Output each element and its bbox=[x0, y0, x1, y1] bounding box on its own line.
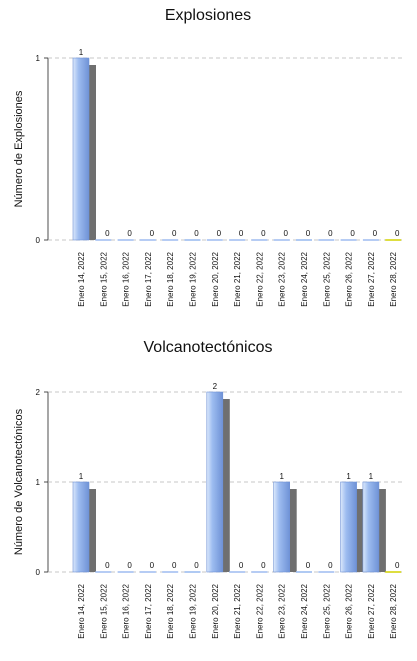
bar-value-label: 0 bbox=[150, 229, 155, 238]
x-tick-label: Enero 20, 2022 bbox=[211, 251, 220, 306]
bar bbox=[72, 57, 90, 241]
x-tick-label: Enero 24, 2022 bbox=[300, 251, 309, 306]
volcanotectonicos-panel: Volcanotectónicos Número de Volcanotectón… bbox=[13, 339, 404, 639]
bar-shadow bbox=[377, 489, 386, 572]
bar-value-label: 0 bbox=[127, 561, 132, 570]
y-tick-label: 0 bbox=[36, 236, 41, 245]
bar-shadow bbox=[288, 489, 297, 572]
bar-value-label: 1 bbox=[79, 48, 84, 57]
bar-value-label: 0 bbox=[217, 229, 222, 238]
x-tick-label: Enero 23, 2022 bbox=[278, 251, 287, 306]
x-tick-label: Enero 24, 2022 bbox=[300, 583, 309, 638]
x-tick-label: Enero 26, 2022 bbox=[345, 583, 354, 638]
x-tick-label: Enero 14, 2022 bbox=[77, 583, 86, 638]
y-tick-label: 1 bbox=[36, 478, 41, 487]
x-tick-label: Enero 27, 2022 bbox=[367, 583, 376, 638]
bar-value-label: 0 bbox=[127, 229, 132, 238]
bar-value-label: 0 bbox=[395, 229, 400, 238]
bar-shadow bbox=[88, 65, 96, 240]
bar-value-label: 0 bbox=[239, 561, 244, 570]
bar-value-label: 0 bbox=[172, 561, 177, 570]
x-tick-label: Enero 18, 2022 bbox=[166, 251, 175, 306]
x-tick-label: Enero 28, 2022 bbox=[389, 583, 398, 638]
bar-value-label: 0 bbox=[306, 229, 311, 238]
x-tick-label: Enero 17, 2022 bbox=[144, 583, 153, 638]
y-axis-label: Número de Explosiones bbox=[13, 90, 25, 207]
x-tick-label: Enero 15, 2022 bbox=[99, 583, 108, 638]
x-tick-label: Enero 16, 2022 bbox=[122, 583, 131, 638]
x-tick-label: Enero 20, 2022 bbox=[211, 583, 220, 638]
x-tick-label: Enero 15, 2022 bbox=[99, 251, 108, 306]
bar bbox=[72, 481, 90, 573]
bar-value-label: 0 bbox=[105, 561, 110, 570]
x-tick-label: Enero 22, 2022 bbox=[255, 251, 264, 306]
y-tick-label: 1 bbox=[36, 54, 41, 63]
x-tick-label: Enero 21, 2022 bbox=[233, 251, 242, 306]
bar-shadow bbox=[355, 489, 364, 572]
chart-title: Volcanotectónicos bbox=[144, 339, 273, 356]
bar bbox=[273, 481, 291, 573]
x-tick-label: Enero 22, 2022 bbox=[255, 583, 264, 638]
x-tick-label: Enero 14, 2022 bbox=[77, 251, 86, 306]
bar-shadow bbox=[221, 399, 230, 572]
y-tick-label: 0 bbox=[36, 568, 41, 577]
bar-shadow bbox=[88, 489, 96, 572]
x-tick-label: Enero 18, 2022 bbox=[166, 583, 175, 638]
y-axis-label: Número de Volcanotectónicos bbox=[13, 408, 25, 555]
bar bbox=[362, 481, 380, 573]
bar-value-label: 1 bbox=[279, 472, 284, 481]
bar-value-label: 0 bbox=[239, 229, 244, 238]
x-tick-label: Enero 27, 2022 bbox=[367, 251, 376, 306]
y-tick-label: 2 bbox=[36, 388, 41, 397]
bar-value-label: 0 bbox=[194, 229, 199, 238]
x-tick-label: Enero 21, 2022 bbox=[233, 583, 242, 638]
bar-value-label: 0 bbox=[261, 229, 266, 238]
bar-value-label: 0 bbox=[172, 229, 177, 238]
bar-value-label: 2 bbox=[213, 382, 218, 391]
x-tick-label: Enero 25, 2022 bbox=[322, 251, 331, 306]
bar-value-label: 1 bbox=[346, 472, 351, 481]
bar bbox=[206, 391, 224, 573]
explosiones-panel: Explosiones Número de Explosiones 0 1 1 Enero… bbox=[13, 7, 404, 307]
bar-value-label: 0 bbox=[261, 561, 266, 570]
bar-value-label: 1 bbox=[79, 472, 84, 481]
x-tick-label: Enero 23, 2022 bbox=[278, 583, 287, 638]
chart-title: Explosiones bbox=[165, 7, 251, 24]
bar-value-label: 0 bbox=[105, 229, 110, 238]
x-tick-label: Enero 26, 2022 bbox=[345, 251, 354, 306]
bar-value-label: 1 bbox=[369, 472, 374, 481]
bar bbox=[340, 481, 357, 573]
x-tick-label: Enero 19, 2022 bbox=[189, 251, 198, 306]
bar-value-label: 0 bbox=[306, 561, 311, 570]
x-tick-label: Enero 28, 2022 bbox=[389, 251, 398, 306]
bar-value-label: 0 bbox=[283, 229, 288, 238]
x-tick-label: Enero 17, 2022 bbox=[144, 251, 153, 306]
x-tick-label: Enero 25, 2022 bbox=[322, 583, 331, 638]
bar-value-label: 0 bbox=[373, 229, 378, 238]
x-tick-label: Enero 19, 2022 bbox=[189, 583, 198, 638]
bar-value-label: 0 bbox=[328, 561, 333, 570]
bar-value-label: 0 bbox=[328, 229, 333, 238]
bar-value-label: 0 bbox=[350, 229, 355, 238]
bar-value-label: 0 bbox=[150, 561, 155, 570]
x-tick-label: Enero 16, 2022 bbox=[122, 251, 131, 306]
bar-value-label: 0 bbox=[395, 561, 400, 570]
bar-value-label: 0 bbox=[194, 561, 199, 570]
